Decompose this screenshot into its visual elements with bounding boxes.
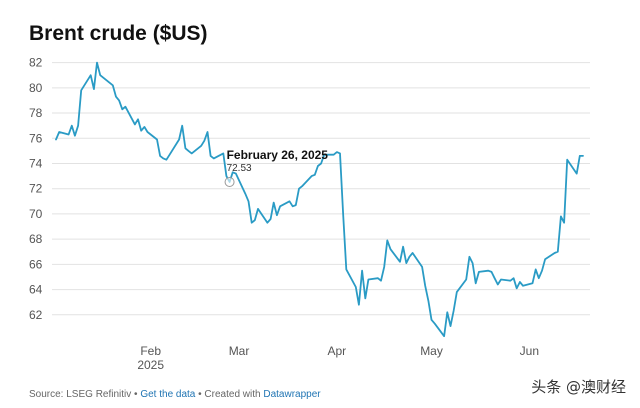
- annotation-value: 72.53: [227, 163, 252, 174]
- annotation-marker: [224, 177, 235, 188]
- datawrapper-link[interactable]: Datawrapper: [263, 389, 321, 400]
- created-with-text: • Created with: [195, 389, 264, 400]
- series-line: [55, 61, 584, 338]
- x-tick-label: May: [420, 344, 443, 358]
- annotation-date: February 26, 2025: [227, 148, 329, 162]
- y-tick-label: 70: [29, 207, 43, 221]
- source-text: Source: LSEG Refinitiv: [29, 389, 132, 400]
- x-tick-label: Feb: [140, 344, 161, 358]
- y-tick-label: 80: [29, 81, 43, 95]
- y-tick-label: 82: [29, 56, 43, 70]
- x-tick-sublabel: 2025: [137, 358, 164, 372]
- y-tick-label: 62: [29, 308, 43, 322]
- y-tick-label: 72: [29, 182, 43, 196]
- get-data-link[interactable]: Get the data: [140, 389, 196, 400]
- y-tick-label: 68: [29, 232, 43, 246]
- x-tick-label: Apr: [328, 344, 347, 358]
- y-tick-label: 76: [29, 131, 43, 145]
- y-tick-label: 78: [29, 106, 43, 120]
- y-tick-label: 64: [29, 283, 43, 297]
- y-tick-label: 66: [29, 257, 43, 271]
- chart-footer: Source: LSEG Refinitiv • Get the data • …: [29, 389, 321, 400]
- y-tick-label: 74: [29, 156, 43, 170]
- grid-lines: [52, 62, 590, 316]
- x-tick-label: Jun: [520, 344, 539, 358]
- chart-title: Brent crude ($US): [29, 22, 208, 45]
- x-tick-label: Mar: [229, 344, 250, 358]
- y-axis-ticks: 62 64 66 68 70 72 74 76 78 80 82: [29, 56, 43, 322]
- footer-separator: •: [131, 389, 141, 400]
- watermark: 头条 @澳财经: [531, 378, 626, 396]
